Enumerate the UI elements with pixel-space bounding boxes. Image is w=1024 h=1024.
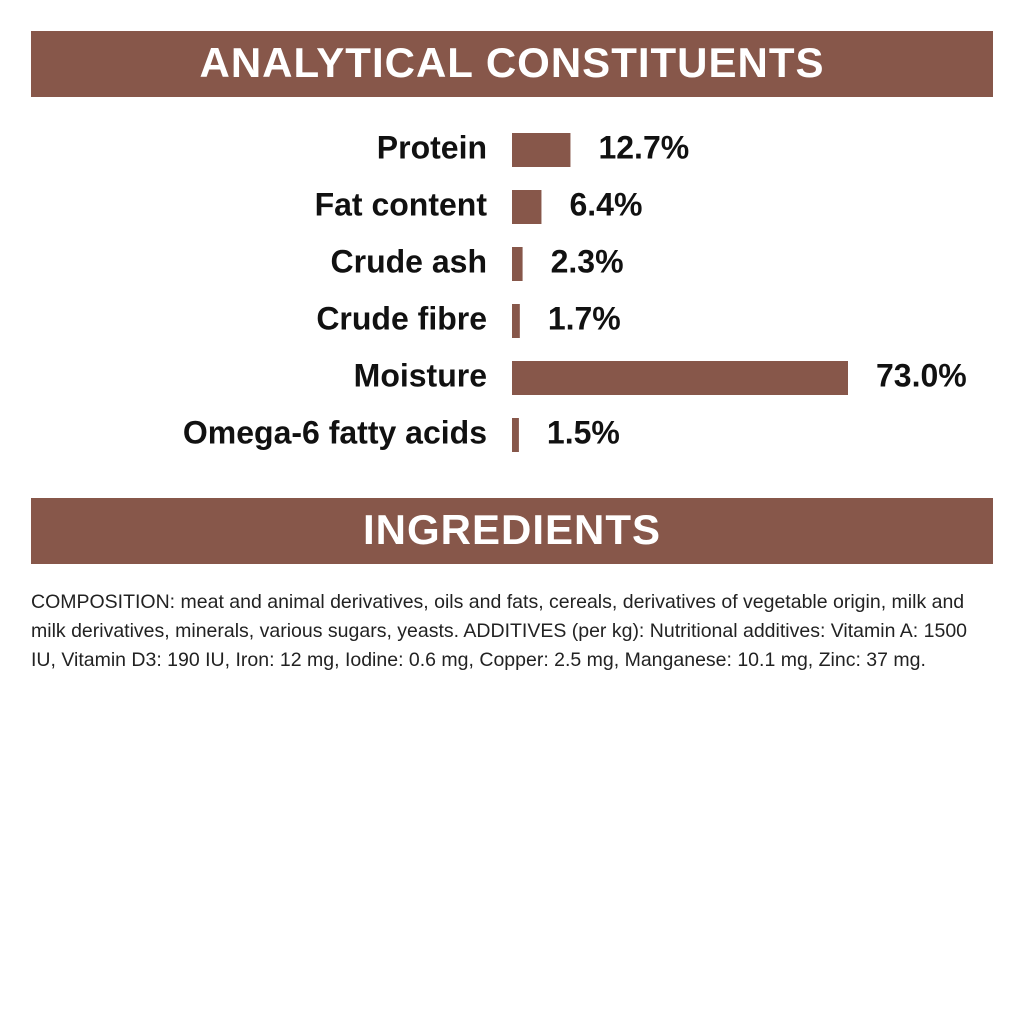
bar bbox=[512, 418, 519, 452]
value-label: 2.3% bbox=[551, 243, 624, 279]
ingredients-title: INGREDIENTS bbox=[363, 506, 661, 553]
category-label: Protein bbox=[377, 129, 487, 165]
bar bbox=[512, 133, 571, 167]
value-label: 6.4% bbox=[569, 186, 642, 222]
ingredients-banner bbox=[31, 498, 993, 564]
value-label: 1.5% bbox=[547, 414, 620, 450]
bar bbox=[512, 247, 523, 281]
value-label: 1.7% bbox=[548, 300, 621, 336]
category-label: Fat content bbox=[315, 186, 488, 222]
title-banner bbox=[31, 31, 993, 97]
category-label: Moisture bbox=[354, 357, 487, 393]
bar bbox=[512, 361, 848, 395]
category-label: Crude ash bbox=[331, 243, 487, 279]
bar bbox=[512, 190, 542, 224]
category-label: Omega-6 fatty acids bbox=[183, 414, 487, 450]
value-label: 73.0% bbox=[876, 357, 967, 393]
value-label: 12.7% bbox=[598, 129, 689, 165]
category-label: Crude fibre bbox=[316, 300, 487, 336]
bar bbox=[512, 304, 520, 338]
chart-title: ANALYTICAL CONSTITUENTS bbox=[199, 39, 824, 86]
ingredients-text: COMPOSITION: meat and animal derivatives… bbox=[31, 591, 968, 671]
